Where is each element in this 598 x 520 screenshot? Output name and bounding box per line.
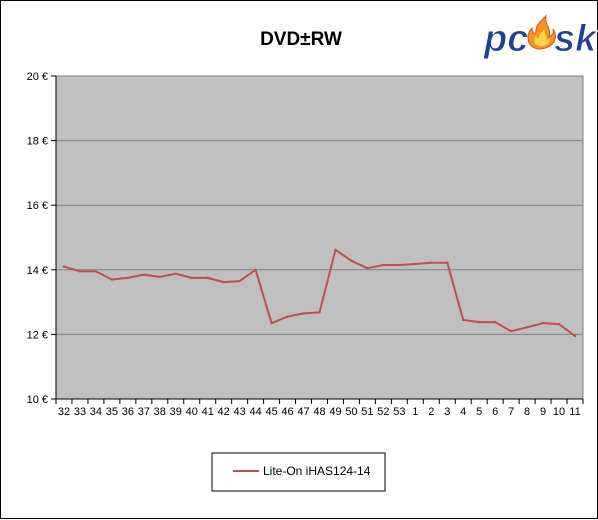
y-tick-label: 18 € (27, 136, 48, 148)
data-point (206, 276, 209, 280)
x-tick-label: 43 (234, 406, 246, 418)
logo-text-left: pc (483, 18, 528, 60)
data-point (334, 248, 337, 251)
data-point (190, 276, 193, 280)
x-tick-label: 53 (393, 406, 405, 418)
data-point (573, 334, 577, 338)
x-tick-label: 38 (154, 406, 166, 418)
x-tick-label: 35 (106, 406, 118, 418)
x-tick-label: 40 (186, 406, 198, 418)
x-tick-label: 48 (313, 406, 325, 418)
data-point (541, 321, 545, 325)
x-tick-label: 9 (540, 406, 546, 418)
plot-area (55, 75, 584, 400)
x-tick-label: 8 (524, 406, 530, 418)
data-point (477, 320, 481, 324)
x-tick-label: 50 (345, 406, 357, 418)
flame-icon (527, 14, 556, 50)
x-tick-label: 41 (202, 406, 214, 418)
legend-label: Lite-On iHAS124-14 (263, 464, 371, 478)
x-tick-label: 33 (74, 406, 86, 418)
x-tick-label: 4 (460, 406, 466, 418)
x-tick-label: 44 (249, 406, 261, 418)
y-tick-label: 14 € (27, 265, 48, 277)
x-tick-label: 2 (428, 406, 434, 418)
x-tick-label: 47 (297, 406, 309, 418)
x-tick-label: 36 (122, 406, 134, 418)
data-point (446, 261, 449, 264)
data-point (174, 272, 177, 275)
logo-text-right: sk (554, 18, 598, 60)
data-point (126, 276, 130, 280)
x-tick-label: 39 (170, 406, 182, 418)
y-tick-label: 16 € (27, 200, 48, 212)
data-point (110, 278, 114, 281)
x-tick-label: 49 (329, 406, 341, 418)
data-point (94, 270, 98, 273)
y-tick-label: 20 € (27, 71, 48, 83)
data-point (350, 259, 353, 262)
data-point (222, 280, 225, 284)
x-tick-label: 42 (218, 406, 230, 418)
x-tick-label: 3 (444, 406, 450, 418)
data-point (158, 275, 162, 279)
gridlines (56, 140, 583, 335)
data-point (302, 312, 305, 315)
x-tick-label: 5 (476, 406, 482, 418)
x-tick-label: 34 (90, 406, 102, 418)
data-point (382, 263, 385, 267)
x-tick-label: 7 (508, 406, 514, 418)
data-point (557, 322, 561, 326)
x-axis: 32 33 34 35 36 37 38 39 40 41 42 43 44 45 46 47 48 49 50 51… (55, 398, 584, 418)
x-tick-label: 37 (138, 406, 150, 418)
data-point (270, 321, 273, 325)
x-tick-label: 52 (377, 406, 389, 418)
data-point (142, 273, 146, 276)
data-point (493, 320, 497, 324)
data-point (62, 265, 66, 268)
data-point (430, 261, 433, 264)
y-tick-label: 10 € (27, 394, 48, 406)
data-point (509, 329, 513, 333)
pctuning-logo: pc sk (483, 14, 598, 61)
x-tick-label: 46 (281, 406, 293, 418)
x-tick-label: 51 (361, 406, 373, 418)
x-tick-label: 10 (553, 406, 565, 418)
data-point (398, 263, 401, 267)
data-point (78, 270, 82, 273)
data-point (462, 318, 465, 322)
chart-title: DVD±RW (260, 29, 342, 50)
x-tick-label: 45 (265, 406, 277, 418)
data-point (286, 315, 289, 318)
x-tick-label: 11 (569, 406, 580, 418)
data-point (525, 326, 529, 329)
x-tick-label: 6 (492, 406, 498, 418)
data-point (414, 262, 417, 266)
x-tick-label: 1 (412, 406, 418, 418)
series-layer (62, 248, 577, 338)
data-point (366, 266, 369, 270)
x-tick-label: 32 (58, 406, 70, 418)
data-point (254, 268, 257, 271)
y-axis: 10 € 12 € 14 € 16 € 18 € 20 € (27, 71, 57, 406)
data-point (238, 279, 241, 283)
y-tick-label: 12 € (27, 329, 48, 341)
data-point (318, 311, 321, 314)
legend: Lite-On iHAS124-14 (211, 452, 386, 492)
